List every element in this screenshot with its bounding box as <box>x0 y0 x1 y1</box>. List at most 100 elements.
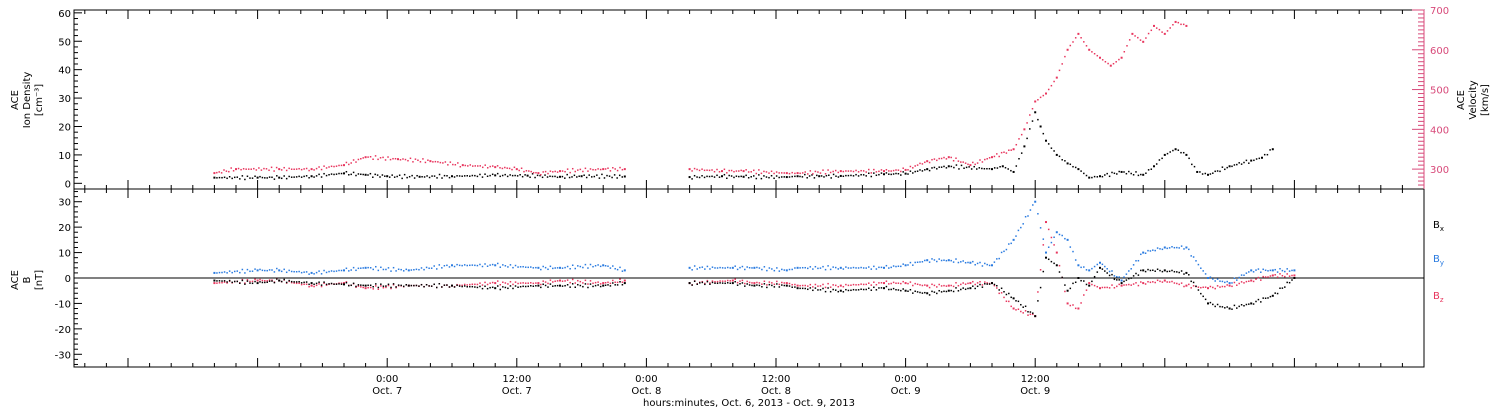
bx-series-point <box>372 286 374 288</box>
ion-density-series-point <box>374 173 376 176</box>
ion-density-series-point <box>413 177 416 179</box>
velocity-series-point <box>528 170 530 172</box>
velocity-series-point <box>387 156 389 158</box>
bx-series-point <box>377 286 380 289</box>
by-series-point <box>443 264 446 267</box>
bx-series-point <box>972 285 974 287</box>
by-series-point <box>418 268 420 271</box>
velocity-series-point <box>817 171 819 173</box>
bx-series-point <box>463 285 466 287</box>
bz-series-point <box>461 284 463 287</box>
by-series-point <box>571 264 574 267</box>
bz-series-point <box>761 283 763 285</box>
bx-series-point <box>597 284 599 286</box>
velocity-series-point <box>718 171 721 173</box>
by-series-point <box>623 269 626 272</box>
bx-series-point <box>343 283 345 286</box>
bz-series-point <box>796 284 799 287</box>
ion-density-series-point <box>403 173 406 176</box>
by-series-point <box>1156 247 1159 249</box>
by-series-point <box>1171 246 1173 248</box>
bx-series-point <box>979 283 981 286</box>
bx-series-point <box>228 279 231 282</box>
velocity-series-point <box>452 163 454 166</box>
velocity-series-point <box>1163 32 1166 35</box>
bx-series-point <box>355 285 357 288</box>
ion-density-series-point <box>950 165 953 168</box>
ion-density-series-point <box>750 176 752 178</box>
velocity-series-point <box>552 171 554 173</box>
by-series-point <box>244 272 246 274</box>
ion-density-series-point <box>976 168 978 170</box>
bx-series-point <box>213 279 216 282</box>
velocity-series-point <box>753 169 755 172</box>
by-series-point <box>993 261 996 263</box>
ion-density-series-point <box>852 175 855 177</box>
ion-density-series-point <box>416 174 418 177</box>
ion-density-series-point <box>745 174 747 177</box>
bz-series-point <box>1118 283 1120 286</box>
bx-series-point <box>791 286 793 288</box>
velocity-series-point <box>964 162 967 164</box>
bz-series-point <box>377 288 380 291</box>
by-series-point <box>1055 231 1058 234</box>
ion-density-series-point <box>931 167 933 169</box>
bz-series-point <box>1192 285 1195 287</box>
velocity-series-point <box>486 167 489 169</box>
bz-series-point <box>584 279 587 282</box>
velocity-series-point <box>444 161 447 163</box>
velocity-series-point <box>1045 92 1047 95</box>
ion-density-series-point <box>534 176 536 179</box>
ion-density-series-point <box>1153 165 1155 168</box>
velocity-series-point <box>412 161 414 163</box>
ion-density-series-point <box>835 175 837 177</box>
velocity-series-point <box>597 168 599 170</box>
velocity-series-point <box>422 158 424 160</box>
by-series-point <box>451 264 453 267</box>
by-series-point <box>865 267 867 269</box>
by-series-point <box>890 266 892 269</box>
bx-series-point <box>807 288 809 291</box>
bx-series-point <box>936 292 938 295</box>
bz-series-point <box>1012 307 1015 310</box>
bx-series-point <box>1108 274 1111 277</box>
bz-series-point <box>564 280 566 282</box>
bx-series-point <box>340 283 343 285</box>
by-series-point <box>372 268 374 271</box>
by-series-point <box>1061 234 1063 237</box>
x-tick-date-label: Oct. 7 <box>502 386 532 397</box>
bx-series-point <box>1015 300 1017 302</box>
bz-series-point <box>619 278 621 280</box>
velocity-series-point <box>892 169 895 172</box>
bx-series-point <box>283 278 285 281</box>
bz-series-point <box>223 281 226 283</box>
bx-series-point <box>1156 268 1159 271</box>
velocity-series-point <box>857 171 860 173</box>
bx-series-point <box>919 291 921 294</box>
bz-series-point <box>519 282 522 284</box>
bz-series-point <box>621 281 624 283</box>
ion-density-series-point <box>433 175 436 177</box>
by-series-point <box>423 268 425 271</box>
bx-series-point <box>804 287 806 290</box>
bx-series-point <box>883 287 885 290</box>
bz-series-point <box>885 280 888 282</box>
bz-series-point <box>837 285 840 288</box>
legend-bx: Bx <box>1433 220 1444 233</box>
by-series-point <box>1017 229 1020 232</box>
velocity-series-point <box>1104 61 1107 63</box>
bx-series-point <box>246 280 249 282</box>
ion-density-series-point <box>496 172 499 175</box>
bx-series-point <box>748 284 751 286</box>
ion-density-series-point <box>1204 172 1207 175</box>
by-series-point <box>834 266 837 269</box>
bz-series-point <box>1178 283 1180 286</box>
velocity-series-point <box>926 160 929 163</box>
bx-series-point <box>756 284 758 286</box>
bz-series-point <box>221 281 223 284</box>
by-series-point <box>960 261 962 263</box>
ion-density-series-point <box>298 175 300 178</box>
bz-series-point <box>559 279 561 282</box>
velocity-series-point <box>691 170 693 172</box>
bx-series-point <box>448 286 451 288</box>
